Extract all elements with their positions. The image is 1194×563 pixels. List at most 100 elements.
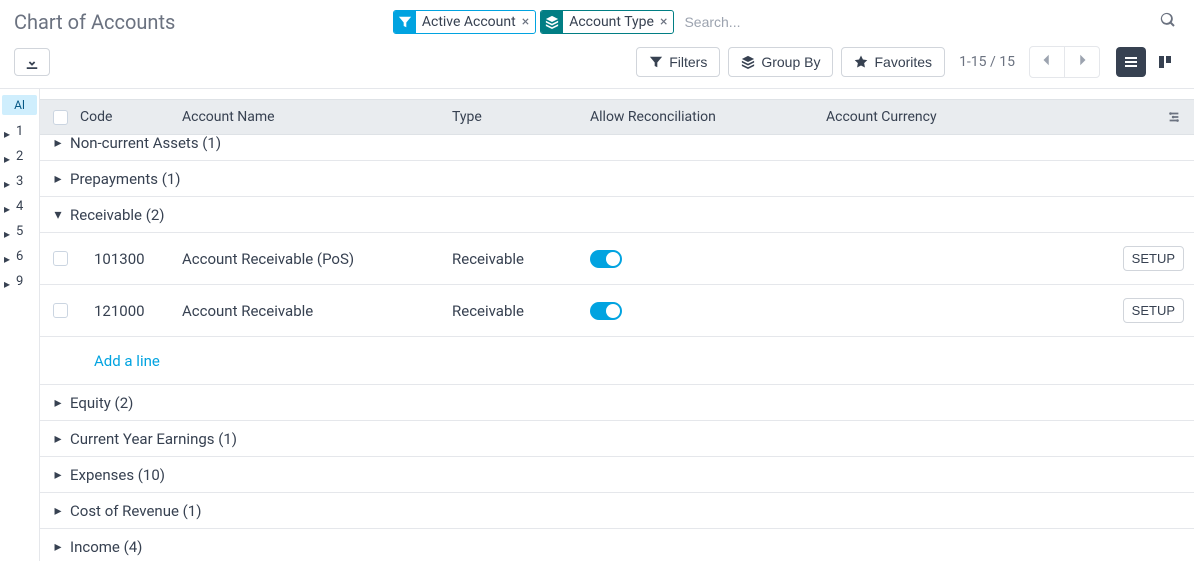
sidebar-item[interactable]: 3 [0,169,39,194]
sidebar-all-chip[interactable]: Al [2,95,37,115]
pager [1029,46,1100,78]
group-label: Cost of Revenue (1) [70,502,201,520]
chevron-right-icon [4,177,14,187]
facet-filter-label: Active Account [416,14,522,30]
table-row[interactable]: 101300Account Receivable (PoS)Receivable… [40,233,1194,285]
sidebar-item[interactable]: 6 [0,244,39,269]
cell-name: Account Receivable (PoS) [182,250,452,268]
funnel-icon [649,55,663,69]
pager-text: 1-15 / 15 [959,54,1015,70]
row-checkbox[interactable] [53,303,68,318]
sidebar-item[interactable]: 2 [0,144,39,169]
layers-icon [541,11,563,33]
chevron-right-icon [4,227,14,237]
sidebar-item[interactable]: 9 [0,269,39,294]
row-checkbox[interactable] [53,251,68,266]
col-currency[interactable]: Account Currency [826,109,1154,125]
sidebar-item-label: 9 [16,274,23,289]
cell-type: Receivable [452,302,590,320]
reconciliation-toggle[interactable] [590,250,622,268]
col-type[interactable]: Type [452,109,590,125]
group-row[interactable]: ▸Expenses (10) [40,457,1194,493]
search-input[interactable] [678,10,938,34]
group-label: Non-current Assets (1) [70,134,221,152]
page-title: Chart of Accounts [14,10,175,34]
chevron-right-icon: ▸ [50,135,66,151]
sidebar-item[interactable]: 5 [0,219,39,244]
view-kanban-icon[interactable] [1150,47,1180,77]
group-row[interactable]: ▸Cost of Revenue (1) [40,493,1194,529]
sidebar-item-label: 5 [16,224,23,239]
chevron-right-icon [4,127,14,137]
group-label: Receivable (2) [70,206,165,224]
facet-group[interactable]: Account Type × [540,10,674,34]
facet-filter-close-icon[interactable]: × [522,14,535,30]
sidebar-item[interactable]: 4 [0,194,39,219]
group-row[interactable]: ▸Equity (2) [40,385,1194,421]
group-by-label: Group By [761,54,820,70]
chevron-right-icon: ▸ [50,395,66,411]
sidebar-item-label: 2 [16,149,23,164]
funnel-icon [394,11,416,33]
layers-icon [741,55,755,69]
chevron-right-icon: ▸ [50,171,66,187]
view-list-icon[interactable] [1116,47,1146,77]
chevron-right-icon: ▸ [50,503,66,519]
chevron-right-icon: ▸ [50,539,66,555]
table-header: Code Account Name Type Allow Reconciliat… [40,99,1194,135]
col-code[interactable]: Code [80,109,182,125]
search-container: Active Account × Account Type × [393,10,939,34]
filters-label: Filters [669,54,707,70]
group-row[interactable]: ▸Current Year Earnings (1) [40,421,1194,457]
favorites-button[interactable]: Favorites [841,47,945,77]
facet-group-close-icon[interactable]: × [660,14,673,30]
export-button[interactable] [14,48,50,76]
chevron-right-icon [4,252,14,262]
cell-code: 101300 [80,250,182,268]
group-by-button[interactable]: Group By [728,47,833,77]
columns-adjust-icon[interactable] [1154,110,1194,124]
add-line-row: Add a line [40,337,1194,385]
group-label: Expenses (10) [70,466,165,484]
group-row[interactable]: ▸Income (4) [40,529,1194,561]
table-row[interactable]: 121000Account ReceivableReceivable SETUP [40,285,1194,337]
col-recon[interactable]: Allow Reconciliation [590,109,826,125]
sidebar-item-label: 6 [16,249,23,264]
group-label: Income (4) [70,538,142,556]
facet-filter[interactable]: Active Account × [393,10,536,34]
sidebar: Al 1 2 3 4 5 6 9 [0,89,40,561]
view-switch [1116,47,1180,77]
sidebar-item-label: 4 [16,199,23,214]
add-line-link[interactable]: Add a line [94,352,160,370]
chevron-down-icon: ▾ [50,207,66,223]
filters-button[interactable]: Filters [636,47,720,77]
pager-prev-icon[interactable] [1030,47,1064,77]
sidebar-item-label: 3 [16,174,23,189]
pager-next-icon[interactable] [1064,47,1099,77]
setup-button[interactable]: SETUP [1123,298,1184,323]
cell-code: 121000 [80,302,182,320]
sidebar-item[interactable]: 1 [0,119,39,144]
chevron-right-icon [4,152,14,162]
group-label: Equity (2) [70,394,133,412]
star-icon [854,55,868,69]
download-icon [25,55,39,69]
reconciliation-toggle[interactable] [590,302,622,320]
facet-group-label: Account Type [563,14,660,30]
group-row[interactable]: ▸Prepayments (1) [40,161,1194,197]
group-label: Current Year Earnings (1) [70,430,237,448]
cell-name: Account Receivable [182,302,452,320]
select-all-checkbox[interactable] [53,110,68,125]
chevron-right-icon [4,277,14,287]
sidebar-item-label: 1 [16,124,23,139]
search-icon[interactable] [1156,8,1180,36]
chevron-right-icon: ▸ [50,431,66,447]
group-label: Prepayments (1) [70,170,180,188]
group-row[interactable]: ▾Receivable (2) [40,197,1194,233]
content-area: ▸Fixed Assets (1)▸Non-current Assets (1)… [40,89,1194,561]
favorites-label: Favorites [874,54,932,70]
col-name[interactable]: Account Name [182,109,452,125]
chevron-right-icon: ▸ [50,467,66,483]
chevron-right-icon [4,202,14,212]
setup-button[interactable]: SETUP [1123,246,1184,271]
